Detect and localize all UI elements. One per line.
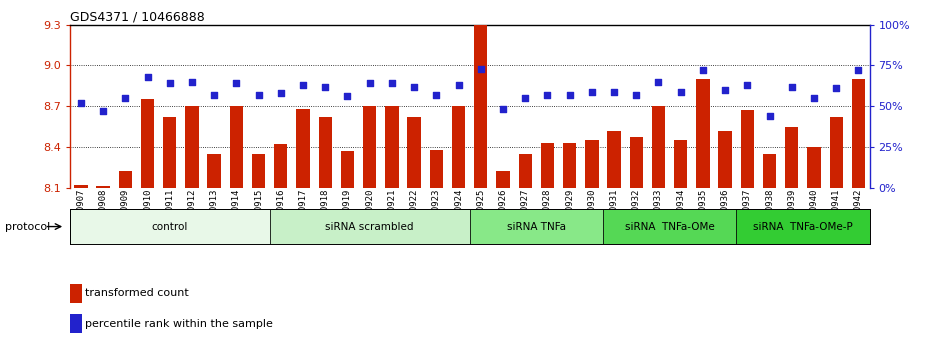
Point [496, 107, 511, 112]
Point [340, 93, 355, 99]
Point [273, 90, 288, 96]
Bar [140, 99, 154, 188]
Bar [407, 117, 420, 188]
Bar [585, 140, 599, 188]
Bar [274, 144, 287, 188]
Point [673, 89, 688, 95]
Bar [807, 147, 820, 188]
Bar [363, 106, 377, 188]
Point [806, 95, 821, 101]
Bar [70, 314, 82, 333]
Bar [430, 150, 443, 188]
Bar [474, 0, 487, 188]
Bar [497, 171, 510, 188]
Bar [607, 131, 620, 188]
Point [96, 108, 111, 114]
Point [851, 68, 866, 73]
Point [629, 92, 644, 98]
Point [540, 92, 555, 98]
Point [140, 74, 155, 80]
Bar [319, 117, 332, 188]
Point [406, 84, 421, 90]
Bar [563, 143, 577, 188]
Point [73, 100, 88, 106]
Bar [719, 131, 732, 188]
Point [651, 79, 666, 85]
Bar [630, 137, 643, 188]
Bar [674, 140, 687, 188]
Bar [340, 151, 354, 188]
Point [606, 89, 621, 95]
Bar [519, 154, 532, 188]
Point [518, 95, 533, 101]
Bar [785, 126, 799, 188]
Point [162, 81, 177, 86]
Bar [230, 106, 243, 188]
Point [206, 92, 221, 98]
Point [762, 113, 777, 119]
Bar [652, 106, 665, 188]
Bar [163, 117, 177, 188]
Text: protocol: protocol [5, 222, 50, 232]
Point [318, 84, 333, 90]
Point [251, 92, 266, 98]
Bar [185, 106, 199, 188]
Bar [697, 79, 710, 188]
Point [184, 79, 199, 85]
Text: siRNA TNFa: siRNA TNFa [507, 222, 565, 232]
Text: percentile rank within the sample: percentile rank within the sample [85, 319, 273, 329]
Point [118, 95, 133, 101]
Text: siRNA  TNFa-OMe: siRNA TNFa-OMe [625, 222, 714, 232]
Bar [70, 284, 82, 303]
Text: GDS4371 / 10466888: GDS4371 / 10466888 [70, 11, 205, 24]
Point [829, 85, 844, 91]
Point [696, 68, 711, 73]
Bar [603, 209, 737, 244]
Text: control: control [152, 222, 188, 232]
Point [718, 87, 733, 93]
Bar [740, 110, 754, 188]
Point [362, 81, 377, 86]
Text: siRNA scrambled: siRNA scrambled [326, 222, 414, 232]
Point [384, 81, 399, 86]
Point [451, 82, 466, 88]
Bar [297, 109, 310, 188]
Bar [207, 154, 220, 188]
Bar [452, 106, 465, 188]
Point [473, 66, 488, 72]
Bar [763, 154, 777, 188]
Bar [540, 143, 554, 188]
Point [784, 84, 799, 90]
Bar [270, 209, 470, 244]
Bar [737, 209, 870, 244]
Bar [97, 186, 110, 188]
Point [429, 92, 444, 98]
Text: siRNA  TNFa-OMe-P: siRNA TNFa-OMe-P [753, 222, 853, 232]
Bar [470, 209, 603, 244]
Bar [70, 209, 270, 244]
Bar [385, 106, 399, 188]
Bar [74, 185, 87, 188]
Point [584, 89, 599, 95]
Point [229, 81, 244, 86]
Point [296, 82, 311, 88]
Text: transformed count: transformed count [85, 288, 189, 298]
Point [740, 82, 755, 88]
Bar [830, 117, 843, 188]
Bar [119, 171, 132, 188]
Bar [252, 154, 265, 188]
Point [562, 92, 577, 98]
Bar [852, 79, 865, 188]
